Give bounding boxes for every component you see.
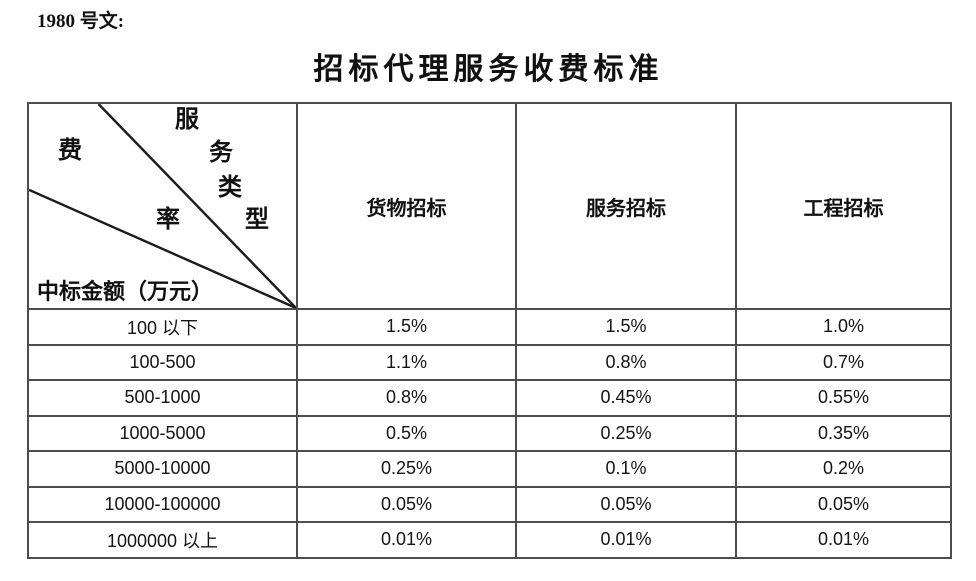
corner-fee-rate-char-1: 费 bbox=[58, 138, 82, 164]
rate-cell: 0.01% bbox=[296, 521, 517, 559]
corner-service-type-char-1: 服 bbox=[175, 107, 199, 133]
amount-range-cell: 100-500 bbox=[27, 343, 298, 381]
rate-cell: 1.0% bbox=[735, 308, 952, 346]
table-row: 10000-100000 0.05% 0.05% 0.05% bbox=[27, 485, 952, 523]
rate-cell: 0.8% bbox=[515, 343, 737, 381]
table-row: 1000-5000 0.5% 0.25% 0.35% bbox=[27, 414, 952, 452]
rate-cell: 0.05% bbox=[296, 485, 517, 523]
corner-amount-axis-label: 中标金额（万元） bbox=[37, 279, 214, 304]
amount-range-cell: 100 以下 bbox=[27, 308, 298, 346]
amount-range-cell: 10000-100000 bbox=[27, 485, 298, 523]
rate-cell: 0.25% bbox=[296, 450, 517, 488]
rate-cell: 1.5% bbox=[296, 308, 517, 346]
column-header-goods-bidding: 货物招标 bbox=[296, 102, 517, 310]
table-row: 500-1000 0.8% 0.45% 0.55% bbox=[27, 379, 952, 417]
table-row: 5000-10000 0.25% 0.1% 0.2% bbox=[27, 450, 952, 488]
rate-cell: 0.25% bbox=[515, 414, 737, 452]
rate-cell: 0.1% bbox=[515, 450, 737, 488]
column-header-service-bidding: 服务招标 bbox=[515, 102, 737, 310]
corner-service-type-char-3: 类 bbox=[218, 175, 242, 201]
rate-cell: 0.05% bbox=[515, 485, 737, 523]
doc-number: 1980 号文: bbox=[37, 11, 125, 32]
rate-cell: 0.5% bbox=[296, 414, 517, 452]
page-title: 招标代理服务收费标准 bbox=[313, 53, 664, 86]
rate-cell: 0.2% bbox=[735, 450, 952, 488]
table-row: 100 以下 1.5% 1.5% 1.0% bbox=[27, 308, 952, 346]
rate-cell: 0.05% bbox=[735, 485, 952, 523]
amount-range-cell: 1000-5000 bbox=[27, 414, 298, 452]
rate-cell: 0.01% bbox=[515, 521, 737, 559]
table-row: 100-500 1.1% 0.8% 0.7% bbox=[27, 343, 952, 381]
corner-service-type-char-2: 务 bbox=[209, 140, 233, 166]
corner-header-cell: 服 务 类 型 费 率 中标金额（万元） bbox=[27, 102, 298, 310]
rate-cell: 1.5% bbox=[515, 308, 737, 346]
diagonal-divider-lines bbox=[29, 104, 296, 308]
amount-range-cell: 500-1000 bbox=[27, 379, 298, 417]
corner-service-type-char-4: 型 bbox=[245, 207, 269, 233]
rate-cell: 0.01% bbox=[735, 521, 952, 559]
rate-cell: 0.55% bbox=[735, 379, 952, 417]
amount-range-cell: 5000-10000 bbox=[27, 450, 298, 488]
corner-fee-rate-char-2: 率 bbox=[156, 207, 180, 233]
header-row: 服 务 类 型 费 率 中标金额（万元） 货物招标 服务招标 工程招标 bbox=[27, 102, 952, 310]
fee-table: 服 务 类 型 费 率 中标金额（万元） 货物招标 服务招标 工程招标 100 … bbox=[27, 102, 952, 559]
table-row: 1000000 以上 0.01% 0.01% 0.01% bbox=[27, 521, 952, 559]
amount-range-cell: 1000000 以上 bbox=[27, 521, 298, 559]
column-header-engineering-bidding: 工程招标 bbox=[735, 102, 952, 310]
rate-cell: 0.7% bbox=[735, 343, 952, 381]
rate-cell: 1.1% bbox=[296, 343, 517, 381]
rate-cell: 0.8% bbox=[296, 379, 517, 417]
rate-cell: 0.45% bbox=[515, 379, 737, 417]
rate-cell: 0.35% bbox=[735, 414, 952, 452]
